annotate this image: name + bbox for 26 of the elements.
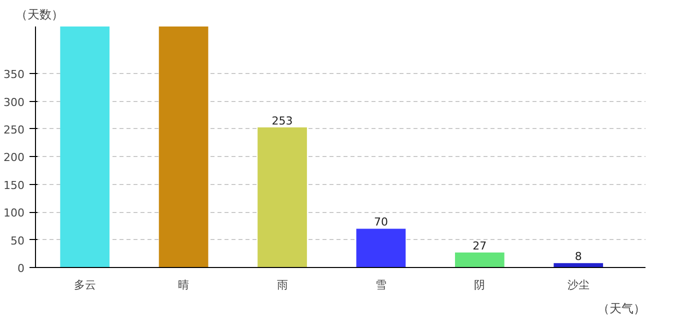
bar bbox=[455, 252, 504, 268]
y-tick-label: 200 bbox=[4, 151, 25, 164]
bar bbox=[554, 263, 604, 268]
bar bbox=[356, 228, 406, 268]
bar bbox=[158, 26, 208, 268]
y-tick-label: 100 bbox=[4, 206, 25, 220]
y-tick-label: 0 bbox=[18, 262, 24, 275]
x-tick-label: 阴 bbox=[474, 278, 486, 292]
x-tick-label: 雨 bbox=[276, 278, 288, 292]
x-tick-label: 晴 bbox=[178, 278, 190, 292]
data-label: 253 bbox=[272, 114, 293, 128]
y-axis-title: （天数） bbox=[16, 8, 64, 22]
x-axis-title: （天气） bbox=[598, 302, 646, 316]
data-label: 27 bbox=[472, 240, 487, 253]
x-tick-label: 多云 bbox=[74, 278, 96, 292]
y-tick-label: 150 bbox=[4, 178, 25, 192]
y-tick-label: 300 bbox=[4, 96, 25, 109]
x-tick-label: 沙尘 bbox=[567, 278, 590, 292]
y-tick-label: 250 bbox=[4, 123, 25, 136]
data-label: 8 bbox=[574, 250, 582, 264]
bar bbox=[60, 26, 110, 268]
data-label: 70 bbox=[374, 216, 388, 229]
y-tick-label: 50 bbox=[10, 234, 25, 248]
y-tick-label: 350 bbox=[4, 68, 25, 82]
bar bbox=[258, 127, 307, 268]
x-tick-label: 雪 bbox=[375, 278, 386, 292]
